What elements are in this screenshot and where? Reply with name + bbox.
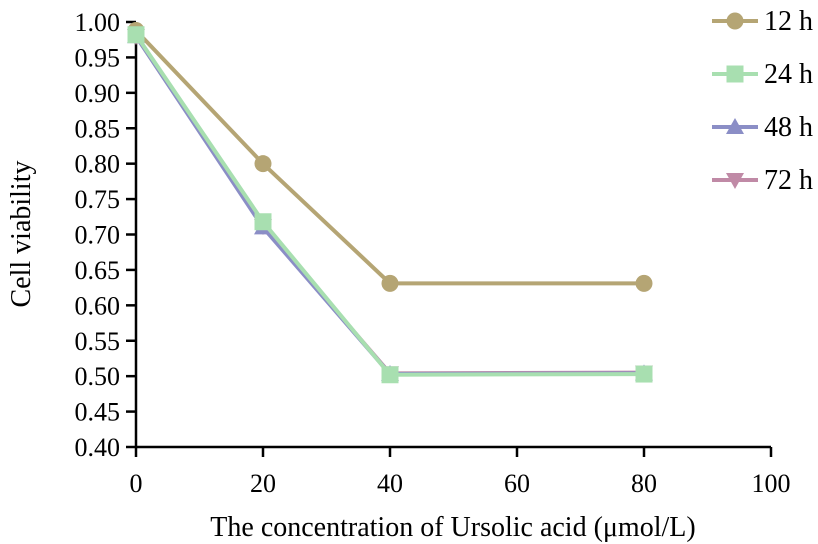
y-tick-label: 1.00 xyxy=(75,8,121,37)
legend-label: 48 h xyxy=(764,112,813,143)
y-tick-label: 0.95 xyxy=(75,43,121,72)
x-tick-label: 40 xyxy=(377,469,403,498)
series-line xyxy=(134,35,645,377)
legend-item: 12 h xyxy=(712,6,813,37)
legend-marker xyxy=(726,118,744,134)
y-tick-label: 0.70 xyxy=(75,221,121,250)
legend-label: 12 h xyxy=(764,6,813,37)
legend-item: 48 h xyxy=(712,112,813,143)
series-24h xyxy=(127,26,653,384)
y-tick-label: 0.65 xyxy=(75,256,121,285)
data-point xyxy=(635,274,653,292)
y-tick-label: 0.60 xyxy=(75,291,121,320)
series-12h xyxy=(127,22,653,292)
data-point xyxy=(381,366,399,384)
legend-item: 72 h xyxy=(712,165,813,196)
y-tick-label: 0.90 xyxy=(75,79,121,108)
data-point xyxy=(381,274,399,292)
series-line xyxy=(134,29,644,286)
x-tick-label: 60 xyxy=(504,469,530,498)
x-tick-label: 0 xyxy=(130,469,143,498)
legend-marker xyxy=(726,65,744,83)
x-axis-ticks: 0 20 40 60 80 100 xyxy=(130,447,791,498)
series-line xyxy=(134,33,645,377)
x-tick-label: 20 xyxy=(250,469,276,498)
y-tick-label: 0.40 xyxy=(75,433,121,462)
series-72h xyxy=(127,29,653,383)
series-line xyxy=(134,35,645,376)
data-point xyxy=(127,26,145,44)
legend: 12 h 24 h 48 h 72 h xyxy=(712,6,813,196)
legend-marker xyxy=(726,173,744,189)
y-tick-label: 0.45 xyxy=(75,398,121,427)
y-tick-label: 0.75 xyxy=(75,185,121,214)
x-axis-title: The concentration of Ursolic acid (μmol/… xyxy=(210,512,695,543)
series-48h xyxy=(127,27,653,382)
data-point xyxy=(254,213,272,231)
legend-label: 72 h xyxy=(764,165,813,196)
legend-label: 24 h xyxy=(764,59,813,90)
y-tick-label: 0.85 xyxy=(75,114,121,143)
legend-marker xyxy=(726,12,744,30)
series-layer xyxy=(127,22,653,384)
axes xyxy=(134,22,771,449)
y-tick-label: 0.55 xyxy=(75,327,121,356)
y-tick-label: 0.80 xyxy=(75,150,121,179)
legend-item: 24 h xyxy=(712,59,813,90)
y-axis-title: Cell viability xyxy=(6,161,37,308)
data-point xyxy=(254,155,272,173)
data-point xyxy=(635,365,653,383)
y-tick-label: 0.50 xyxy=(75,362,121,391)
y-axis-ticks: 0.40 0.45 0.50 0.55 0.60 0.65 0.70 0.75 0.80 0.85… xyxy=(75,8,136,462)
x-tick-label: 100 xyxy=(752,469,791,498)
x-tick-label: 80 xyxy=(631,469,657,498)
